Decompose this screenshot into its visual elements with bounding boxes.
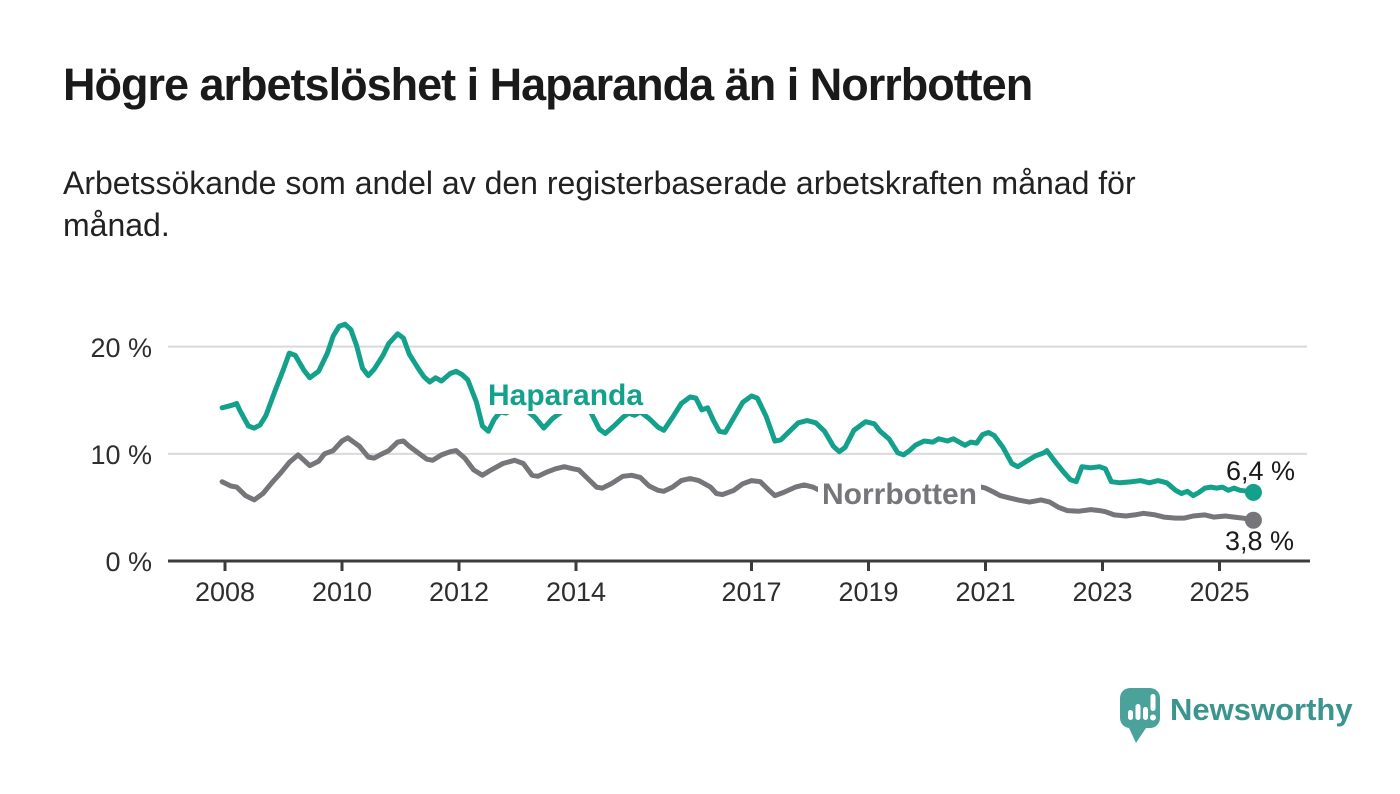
end-value-haparanda: 6,4 % — [1226, 456, 1296, 486]
x-tick-label: 2019 — [838, 577, 899, 607]
newsworthy-logo-text: Newsworthy — [1170, 692, 1353, 727]
series-end-dot-norrbotten — [1244, 511, 1262, 529]
newsworthy-logo-icon — [1120, 688, 1160, 743]
x-tick-label: 2010 — [311, 577, 373, 607]
end-value-norrbotten: 3,8 % — [1225, 526, 1295, 556]
y-tick-label: 0 % — [105, 547, 152, 577]
x-tick-label: 2021 — [955, 577, 1016, 607]
y-tick-label: 10 % — [90, 439, 152, 470]
x-tick-label: 2023 — [1072, 577, 1133, 607]
x-tick-label: 2008 — [194, 577, 256, 607]
series-end-dot-haparanda — [1244, 483, 1262, 501]
series-label-haparanda: Haparanda — [484, 378, 648, 414]
chart-subtitle: Arbetssökande som andel av den registerb… — [63, 165, 1136, 243]
series-line-norrbotten — [219, 435, 1256, 523]
x-tick-label: 2012 — [428, 577, 490, 607]
series-line-haparanda — [219, 321, 1256, 499]
y-tick-label: 20 % — [90, 332, 152, 363]
series-label-norrbotten: Norrbotten — [818, 477, 981, 513]
chart-title: Högre arbetslöshet i Haparanda än i Norr… — [63, 59, 1033, 110]
x-tick-label: 2014 — [545, 577, 607, 607]
x-tick-label: 2017 — [721, 577, 782, 607]
x-tick-label: 2025 — [1189, 577, 1250, 607]
